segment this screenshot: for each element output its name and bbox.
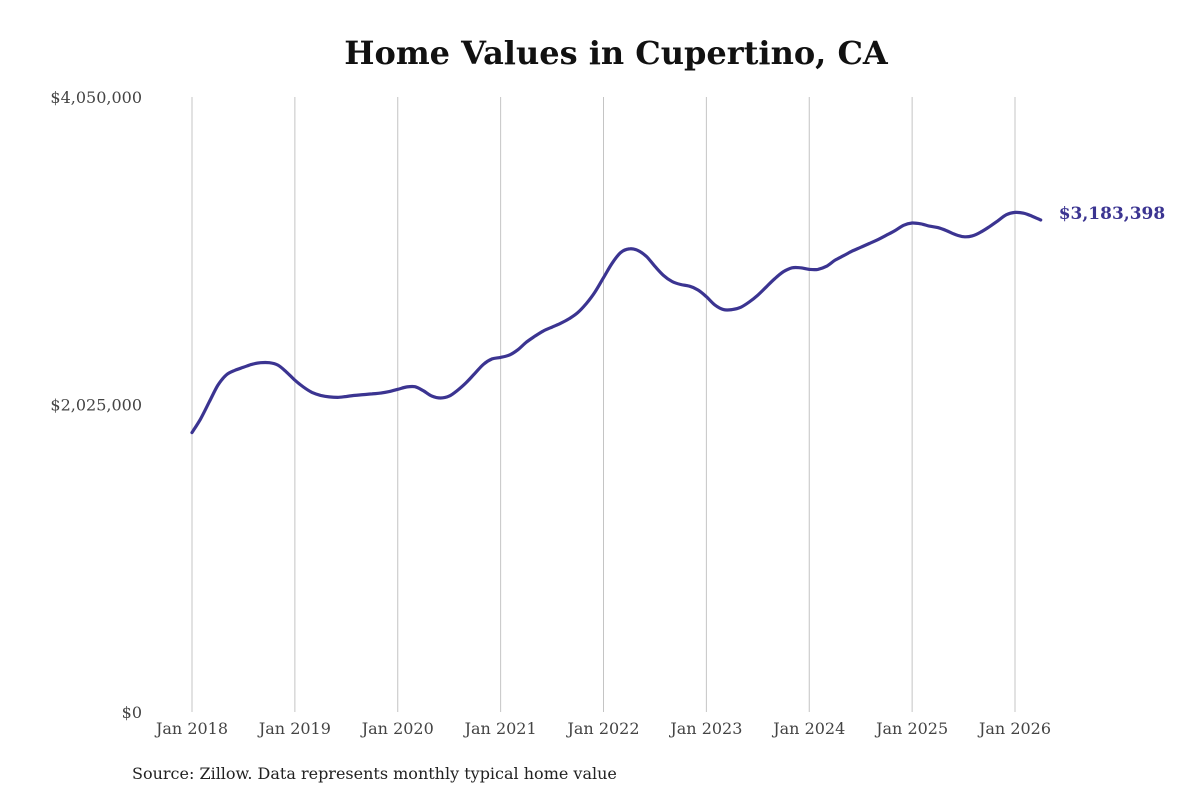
y-tick-label: $0 <box>122 703 142 722</box>
grid-lines <box>191 97 1016 712</box>
chart-title: Home Values in Cupertino, CA <box>344 34 888 72</box>
x-tick-label: Jan 2025 <box>874 719 948 738</box>
x-tick-label: Jan 2024 <box>771 719 845 738</box>
x-tick-label: Jan 2019 <box>257 719 331 738</box>
x-tick-label: Jan 2023 <box>668 719 742 738</box>
x-tick-label: Jan 2021 <box>463 719 537 738</box>
end-value-label: $3,183,398 <box>1059 204 1165 224</box>
y-axis: $0 $2,025,000 $4,050,000 <box>50 88 142 722</box>
source-note: Source: Zillow. Data represents monthly … <box>132 764 617 783</box>
y-tick-label: $4,050,000 <box>50 88 142 107</box>
x-tick-label: Jan 2022 <box>565 719 639 738</box>
x-tick-label: Jan 2020 <box>360 719 434 738</box>
x-tick-label: Jan 2018 <box>154 719 228 738</box>
y-tick-label: $2,025,000 <box>50 396 142 415</box>
x-tick-label: Jan 2026 <box>977 719 1051 738</box>
x-axis: Jan 2018 Jan 2019 Jan 2020 Jan 2021 Jan 2022… <box>154 719 1051 738</box>
series-line <box>190 210 1043 435</box>
